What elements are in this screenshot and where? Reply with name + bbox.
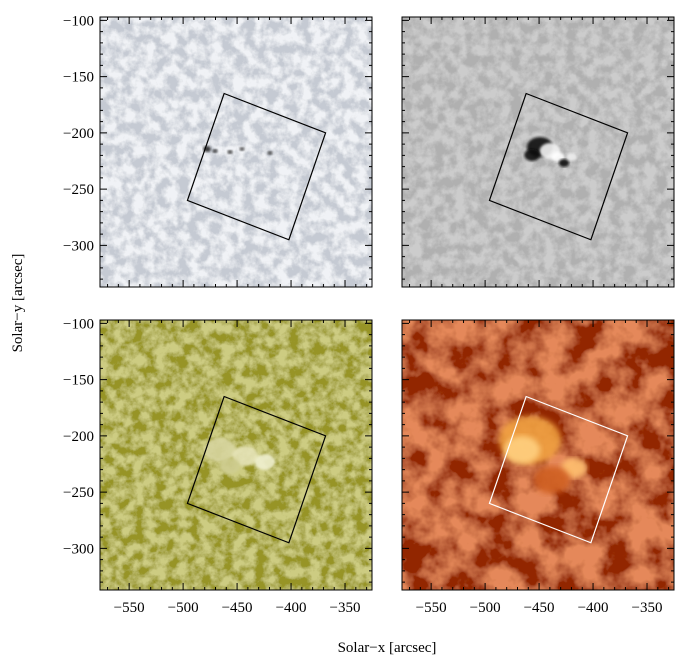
- y-tick-label: −300: [63, 541, 94, 557]
- x-tick-label: −500: [168, 600, 199, 616]
- y-tick-label: −150: [63, 373, 94, 389]
- x-tick-label: −350: [632, 600, 663, 616]
- x-axis-label: Solar−x [arcsec]: [338, 640, 437, 656]
- feature: [534, 466, 570, 494]
- x-tick-label: −450: [222, 600, 253, 616]
- feature: [239, 147, 244, 151]
- x-tick-label: −350: [330, 600, 361, 616]
- x-tick-label: −550: [114, 600, 145, 616]
- feature: [255, 454, 276, 470]
- feature: [567, 153, 577, 161]
- feature: [524, 149, 540, 161]
- y-axis-label: Solar−y [arcsec]: [10, 254, 26, 353]
- y-tick-label: −150: [63, 70, 94, 86]
- panel: [402, 320, 674, 590]
- x-tick-label: −550: [416, 600, 447, 616]
- feature: [212, 149, 217, 153]
- panel: [402, 17, 674, 287]
- x-tick-label: −500: [470, 600, 501, 616]
- y-tick-label: −200: [63, 126, 94, 142]
- feature: [559, 159, 569, 167]
- x-tick-label: −450: [524, 600, 555, 616]
- x-tick-label: −400: [578, 600, 609, 616]
- y-tick-label: −100: [63, 13, 94, 29]
- figure: Solar−x [arcsec] Solar−y [arcsec] −100 −1…: [0, 0, 680, 663]
- y-tick-label: −100: [63, 316, 94, 332]
- feature: [504, 436, 540, 464]
- y-tick-label: −300: [63, 238, 94, 254]
- y-tick-label: −200: [63, 429, 94, 445]
- y-tick-label: −250: [63, 182, 94, 198]
- y-tick-label: −250: [63, 485, 94, 501]
- panel: [100, 320, 372, 590]
- feature: [267, 151, 272, 155]
- panel: [100, 17, 372, 287]
- x-tick-label: −400: [276, 600, 307, 616]
- feature: [227, 150, 232, 154]
- feature: [220, 458, 241, 474]
- panel-image: [100, 17, 372, 287]
